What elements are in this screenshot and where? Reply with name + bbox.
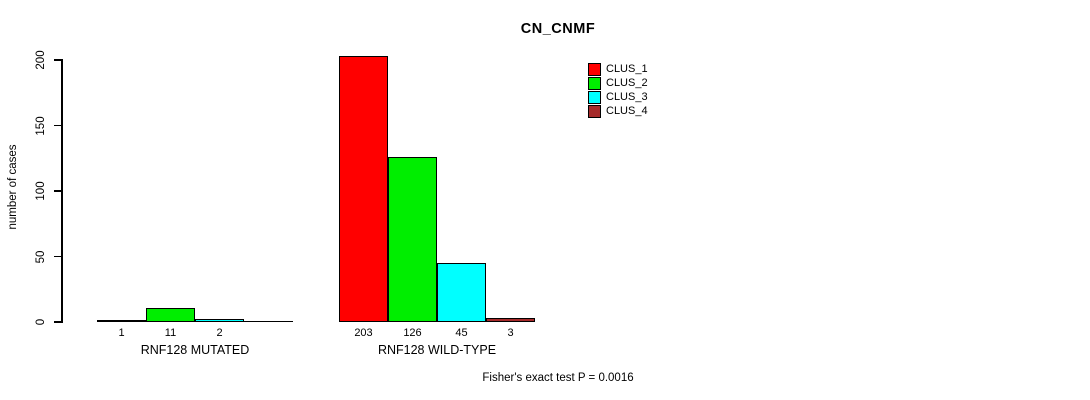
legend-label-CLUS_3: CLUS_3 (606, 90, 648, 103)
legend-item-CLUS_2: CLUS_2 (588, 76, 648, 90)
y-tick-100 (53, 190, 62, 192)
y-tick-50 (53, 255, 62, 258)
fisher-test-annotation: Fisher's exact test P = 0.0016 (482, 372, 634, 384)
y-tick-150 (53, 124, 62, 127)
legend-swatch-CLUS_1 (588, 62, 601, 76)
bar-value-CLUS_4-group-1: 3 (507, 327, 514, 339)
y-tick-200 (53, 59, 62, 61)
bar-CLUS_4-group-1 (486, 318, 535, 322)
legend-label-CLUS_2: CLUS_2 (606, 76, 648, 89)
legend-item-CLUS_4: CLUS_4 (588, 104, 648, 118)
bar-CLUS_3-group-1 (437, 263, 486, 322)
y-tick-label-150: 150 (35, 115, 47, 136)
bar-CLUS_1-group-0 (97, 320, 146, 322)
y-tick-0 (53, 321, 62, 323)
bar-value-CLUS_2-group-0: 11 (164, 327, 177, 339)
legend-swatch-CLUS_4 (588, 104, 601, 118)
legend-label-CLUS_4: CLUS_4 (606, 104, 648, 117)
y-tick-label-0: 0 (35, 318, 47, 326)
chart-title: CN_CNMF (520, 21, 596, 37)
y-tick-label-200: 200 (35, 50, 47, 70)
bar-CLUS_2-group-1 (388, 156, 437, 322)
legend-label-CLUS_1: CLUS_1 (606, 62, 648, 75)
bar-value-CLUS_2-group-1: 126 (403, 327, 422, 339)
legend-item-CLUS_1: CLUS_1 (588, 62, 648, 76)
x-group-label-mutated: RNF128 MUTATED (140, 343, 250, 357)
bar-CLUS_1-group-1 (339, 56, 388, 322)
y-tick-label-100: 100 (35, 181, 47, 201)
bar-value-CLUS_1-group-1: 203 (354, 327, 373, 339)
legend: CLUS_1 CLUS_2 CLUS_3 CLUS_4 (588, 62, 648, 118)
bar-CLUS_3-group-0 (195, 319, 244, 322)
x-group-label-wild-type: RNF128 WILD-TYPE (377, 343, 497, 357)
legend-swatch-CLUS_2 (588, 76, 601, 90)
legend-swatch-CLUS_3 (588, 90, 601, 104)
bar-value-CLUS_3-group-0: 2 (216, 327, 223, 339)
legend-item-CLUS_3: CLUS_3 (588, 90, 648, 104)
bar-CLUS_2-group-0 (146, 307, 195, 322)
y-axis-label: number of cases (7, 144, 19, 230)
bar-value-CLUS_1-group-0: 1 (118, 327, 125, 339)
y-axis-line (61, 59, 63, 323)
bar-value-CLUS_3-group-1: 45 (455, 327, 468, 339)
y-tick-label-50: 50 (35, 250, 47, 263)
